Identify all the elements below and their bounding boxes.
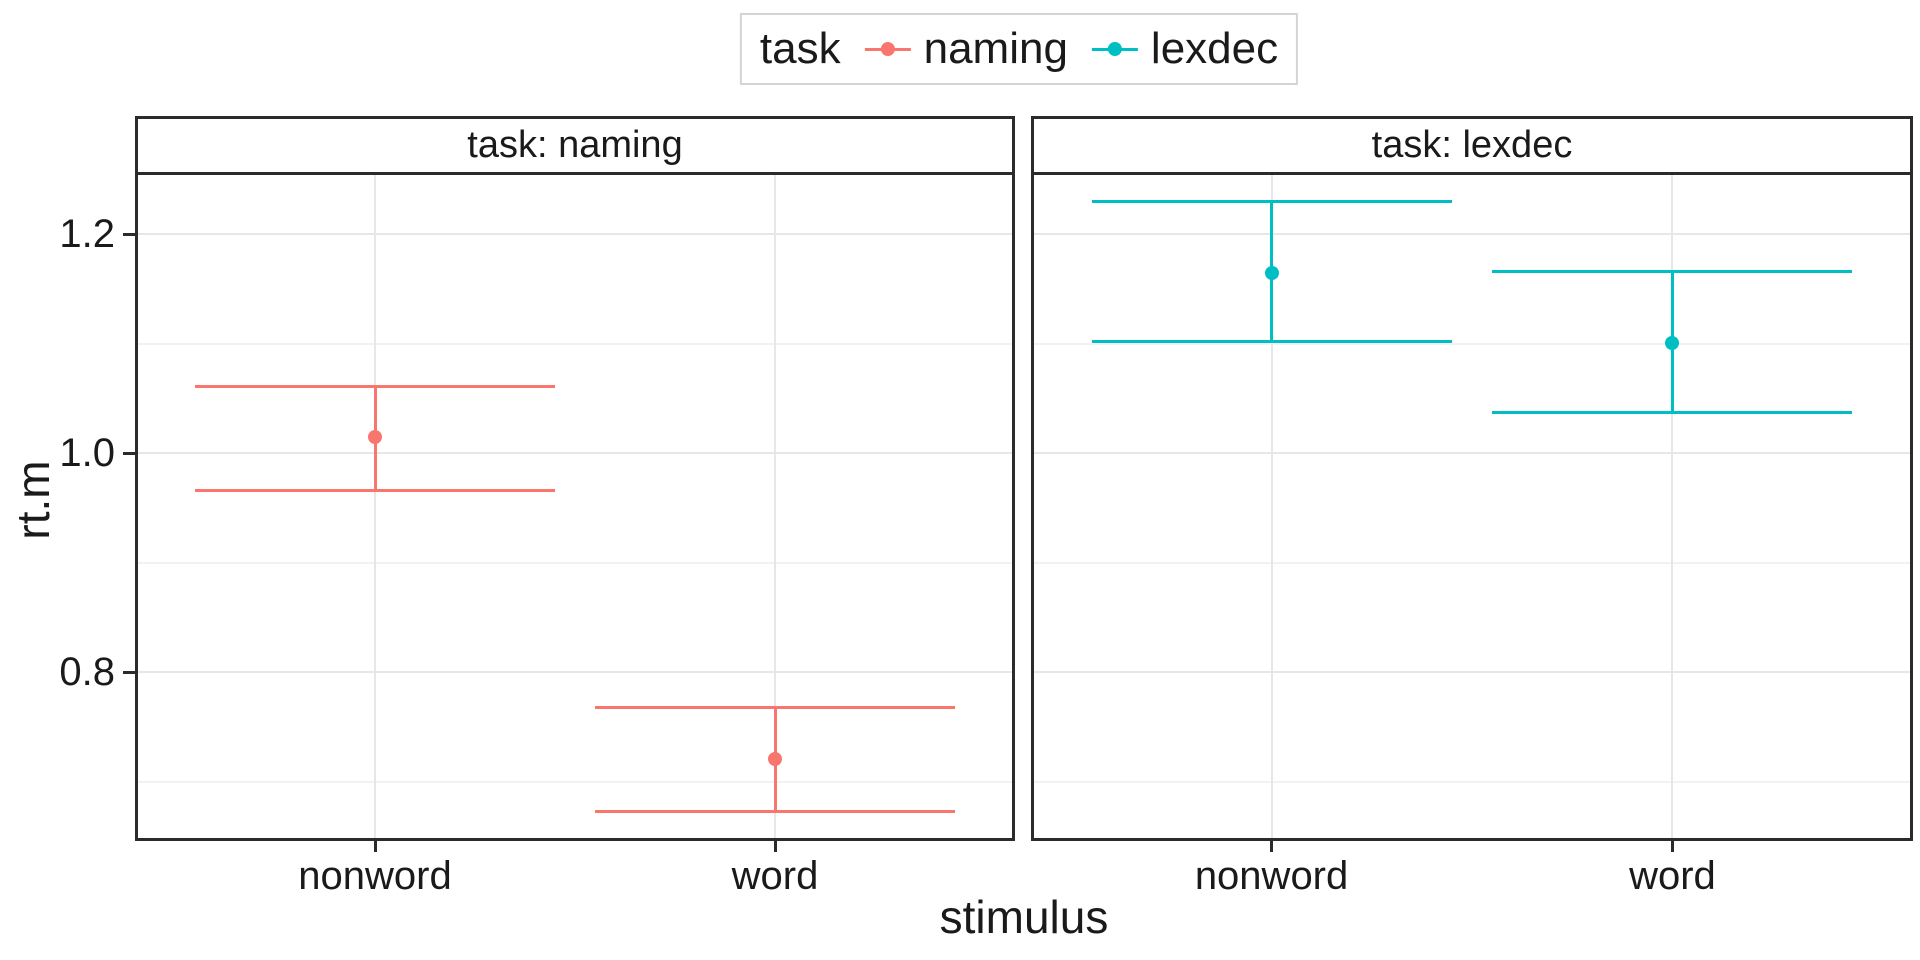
x-axis-tick	[773, 841, 777, 852]
y-tick-label: 1.0	[59, 431, 115, 476]
facet-panel	[1031, 172, 1913, 841]
x-tick-label: word	[731, 854, 819, 898]
gridline-y-minor	[1034, 780, 1910, 783]
legend-entry: naming	[864, 24, 1068, 74]
y-tick-label: 1.2	[59, 212, 115, 257]
facet-panel	[135, 172, 1015, 841]
gridline-x-major	[374, 175, 376, 838]
point-marker	[1264, 265, 1279, 280]
gridline-y-minor	[138, 780, 1012, 783]
legend-box: task naming lexdec	[739, 13, 1299, 85]
gridline-x-major	[1671, 175, 1674, 838]
x-axis-tick	[1270, 841, 1274, 852]
x-tick-label: nonword	[1194, 854, 1349, 898]
y-axis-tick	[123, 232, 135, 236]
errorbar-cap-lower	[1091, 340, 1452, 344]
gridline-y-minor	[138, 342, 1012, 345]
legend-key-point	[880, 42, 895, 56]
facet-strip: task: lexdec	[1031, 116, 1913, 172]
x-tick-label: nonword	[298, 854, 452, 898]
legend-key-icon	[864, 26, 911, 72]
facet-strip-label: task: lexdec	[1371, 124, 1573, 166]
gridline-y-major	[1034, 671, 1910, 674]
gridline-x-major	[1270, 175, 1273, 838]
legend-key-point	[1107, 42, 1122, 56]
y-tick-label: 0.8	[59, 650, 115, 695]
point-marker	[368, 429, 382, 444]
point-marker	[768, 751, 782, 766]
legend-entry-label: lexdec	[1150, 24, 1279, 73]
gridline-y-minor	[1034, 561, 1910, 564]
facet-strip: task: naming	[135, 116, 1015, 172]
legend-entry-label: naming	[923, 24, 1068, 73]
gridline-y-major	[138, 233, 1012, 236]
y-axis-tick	[123, 670, 135, 674]
gridline-y-major	[138, 452, 1012, 455]
point-marker	[1665, 335, 1680, 350]
gridline-y-minor	[138, 561, 1012, 564]
gridline-y-major	[1034, 233, 1910, 236]
gridline-y-minor	[1034, 342, 1910, 345]
x-axis-tick	[1670, 841, 1674, 852]
errorbar-cap-lower	[595, 809, 955, 813]
x-axis-title: stimulus	[939, 891, 1109, 943]
facet-strip-label: task: naming	[467, 124, 683, 166]
x-tick-label: word	[1629, 854, 1716, 898]
errorbar-cap-lower	[1492, 411, 1853, 415]
gridline-y-major	[1034, 452, 1910, 455]
y-axis-tick	[123, 451, 135, 455]
gridline-y-major	[138, 671, 1012, 674]
errorbar-cap-lower	[195, 489, 555, 493]
legend-title: task	[759, 24, 841, 73]
legend-entry: lexdec	[1091, 24, 1279, 74]
x-axis-tick	[373, 841, 377, 852]
gridline-x-major	[774, 175, 776, 838]
legend-key-icon	[1091, 26, 1138, 72]
